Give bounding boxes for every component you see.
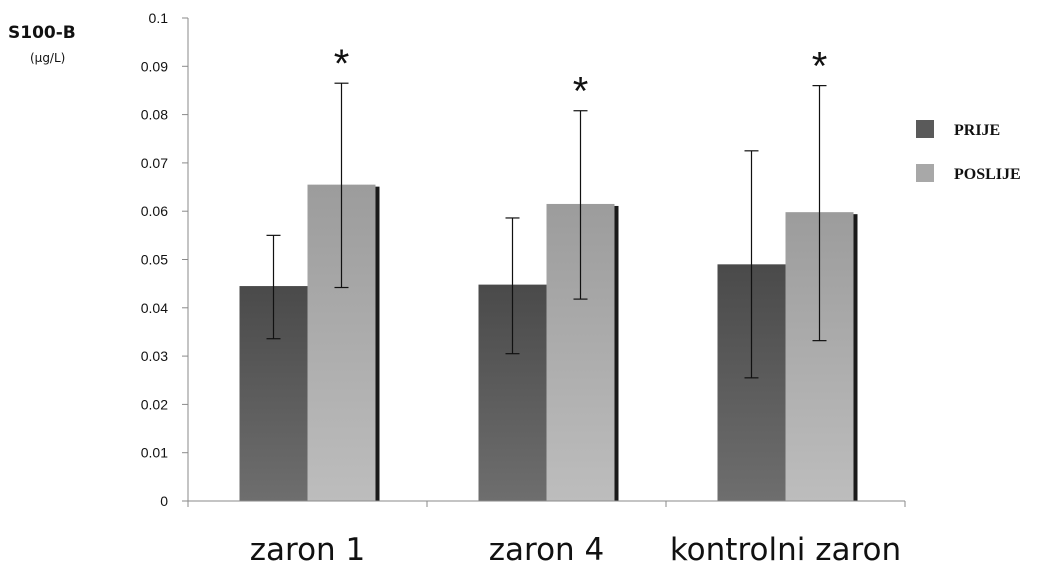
x-category-label: kontrolni zaron [670, 532, 901, 567]
y-tick-label: 0.1 [149, 10, 169, 26]
y-axis: 0 0.01 0.02 0.03 0.04 0.05 0.06 0.07 0.08 0.09 0.1 [141, 10, 189, 509]
y-tick-label: 0.03 [141, 348, 168, 364]
bar-shadow [853, 214, 858, 501]
significance-star: * [573, 70, 589, 114]
significance-markers: * * * [334, 42, 828, 114]
y-tick-label: 0.02 [141, 396, 168, 412]
legend-swatch-poslije [916, 164, 934, 182]
y-tick-label: 0 [160, 493, 168, 509]
x-category-label: zaron 1 [250, 532, 366, 567]
y-tick-label: 0.08 [141, 107, 168, 123]
legend-swatch-prije [916, 120, 934, 138]
significance-star: * [812, 45, 828, 89]
y-tick-label: 0.05 [141, 252, 168, 268]
y-tick-label: 0.09 [141, 58, 168, 74]
bars [239, 184, 858, 501]
legend-label-prije: PRIJE [954, 122, 1000, 139]
significance-star: * [334, 42, 350, 86]
y-tick-label: 0.04 [141, 300, 168, 316]
y-tick-label: 0.06 [141, 203, 168, 219]
y-axis-label: S100-B [8, 23, 76, 43]
error-bars [266, 82, 827, 379]
bar-shadow [614, 205, 619, 501]
x-category-label: zaron 4 [489, 532, 605, 567]
y-axis-unit: (µg/L) [30, 51, 65, 65]
y-tick-label: 0.07 [141, 155, 168, 171]
legend: PRIJE POSLIJE [916, 120, 1021, 183]
legend-label-poslije: POSLIJE [954, 166, 1021, 183]
x-axis: zaron 1 zaron 4 kontrolni zaron [187, 500, 906, 567]
bar-shadow [375, 186, 380, 501]
y-tick-label: 0.01 [141, 445, 168, 461]
